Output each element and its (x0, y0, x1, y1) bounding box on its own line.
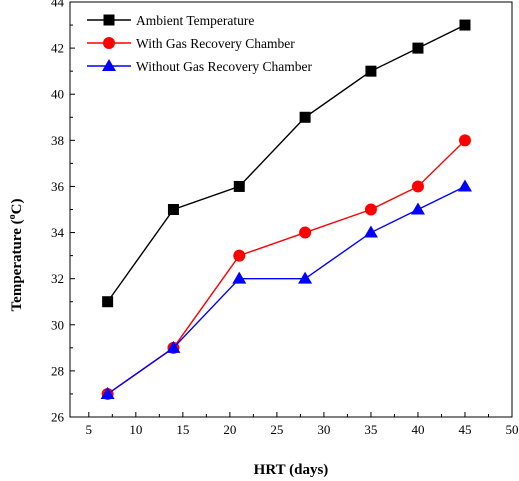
legend-item: With Gas Recovery Chamber (87, 36, 295, 51)
y-tick-label: 38 (51, 133, 64, 148)
series-3 (100, 179, 472, 399)
data-point (100, 386, 115, 399)
data-point (459, 19, 471, 31)
x-tick-label: 25 (270, 422, 283, 437)
x-tick-label: 35 (364, 422, 377, 437)
legend-item: Ambient Temperature (87, 13, 254, 28)
data-point (364, 203, 377, 216)
x-tick-label: 15 (176, 422, 189, 437)
y-axis-title-unit: C) (9, 199, 25, 215)
y-axis-title: Temperature (oC) (7, 199, 25, 312)
y-tick-label: 30 (51, 317, 64, 332)
data-point (233, 249, 246, 262)
x-tick-label: 5 (86, 422, 93, 437)
data-point (167, 204, 179, 215)
y-axis-title-degree: o (7, 214, 18, 219)
x-tick-label: 20 (223, 422, 236, 437)
x-tick-label: 30 (317, 422, 330, 437)
axis-ticks: 5 10 15 20 25 30 35 40 45 50 26 28 30 32 34 36 38 40 42 44 (51, 0, 519, 437)
y-tick-label: 26 (51, 410, 65, 425)
y-tick-label: 28 (51, 363, 64, 378)
y-tick-label: 34 (51, 225, 65, 240)
y-tick-label: 42 (51, 41, 64, 56)
legend-label: Without Gas Recovery Chamber (136, 59, 313, 74)
data-point (299, 226, 312, 239)
x-tick-label: 45 (458, 422, 471, 437)
data-point (166, 340, 181, 353)
series-line (107, 185, 466, 395)
data-point (299, 111, 311, 123)
data-point (232, 271, 247, 284)
data-point (363, 225, 378, 238)
data-point (365, 65, 377, 77)
y-tick-label: 32 (51, 271, 64, 286)
x-tick-label: 50 (506, 422, 519, 437)
data-point (102, 296, 114, 308)
legend-label: With Gas Recovery Chamber (136, 36, 295, 51)
y-tick-label: 36 (51, 179, 65, 194)
legend-marker (103, 37, 115, 49)
x-axis-title: HRT (days) (254, 462, 329, 478)
legend-label: Ambient Temperature (136, 13, 254, 28)
y-tick-label: 44 (51, 0, 65, 10)
data-point (233, 180, 245, 192)
data-point (412, 42, 424, 54)
legend-item: Without Gas Recovery Chamber (87, 59, 313, 74)
series-1 (102, 19, 471, 308)
data-point (458, 134, 471, 147)
data-point (410, 202, 425, 215)
y-tick-label: 40 (51, 87, 64, 102)
data-point (411, 180, 424, 193)
data-point (457, 179, 472, 192)
legend-marker (102, 59, 116, 71)
x-tick-label: 10 (129, 422, 142, 437)
legend-marker (103, 14, 115, 26)
legend: Ambient Temperature With Gas Recovery Cha… (87, 13, 313, 74)
x-tick-label: 40 (411, 422, 424, 437)
y-axis-title-main: Temperature ( (9, 219, 25, 311)
series-layer (100, 19, 472, 400)
data-point (298, 271, 313, 284)
